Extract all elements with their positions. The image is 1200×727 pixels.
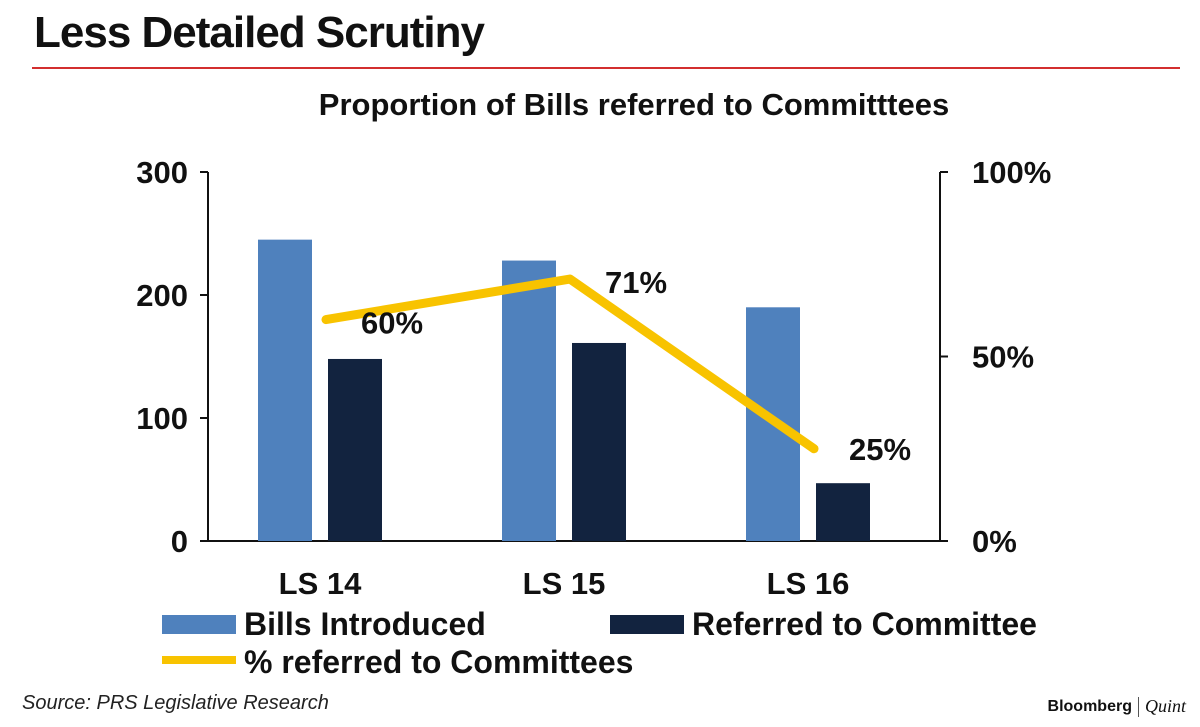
y-left-tick-label: 300 <box>136 155 188 190</box>
bar-referred-to-committee <box>572 342 626 541</box>
legend-label-percent: % referred to Committees <box>244 644 633 680</box>
bar-bills-introduced <box>258 239 312 541</box>
y-left-tick-label: 200 <box>136 278 188 313</box>
headline-rule <box>32 67 1180 69</box>
brand-separator <box>1137 696 1139 717</box>
y-right-tick-label: 0% <box>972 524 1017 559</box>
percent-data-label: 71% <box>605 265 667 300</box>
bar-bills-introduced <box>502 260 556 541</box>
percent-data-label: 25% <box>849 432 911 467</box>
legend-label-referred: Referred to Committee <box>692 606 1037 642</box>
percent-data-label: 60% <box>361 306 423 341</box>
x-tick-label: LS 15 <box>523 566 606 601</box>
y-right-tick-label: 50% <box>972 340 1034 375</box>
y-left-tick-label: 0 <box>171 524 188 559</box>
brand-logo: Bloomberg Quint <box>1048 696 1186 717</box>
brand-name: Bloomberg <box>1047 697 1132 715</box>
legend-label-bills-introduced: Bills Introduced <box>244 606 486 642</box>
x-tick-label: LS 16 <box>767 566 850 601</box>
legend-swatch-bills-introduced <box>162 615 236 634</box>
source-note: Source: PRS Legislative Research <box>22 692 329 714</box>
bar-referred-to-committee <box>328 358 382 541</box>
chart: Proportion of Bills referred to Committt… <box>136 87 1051 680</box>
chart-title: Proportion of Bills referred to Committt… <box>319 87 949 122</box>
percent-line <box>321 274 819 454</box>
headline: Less Detailed Scrutiny <box>34 8 485 57</box>
legend-swatch-referred <box>610 615 684 634</box>
brand-partner: Quint <box>1144 696 1186 716</box>
y-left-tick-label: 100 <box>136 401 188 436</box>
y-right-tick-label: 100% <box>972 155 1051 190</box>
bar-referred-to-committee <box>816 483 870 541</box>
x-tick-label: LS 14 <box>279 566 362 601</box>
